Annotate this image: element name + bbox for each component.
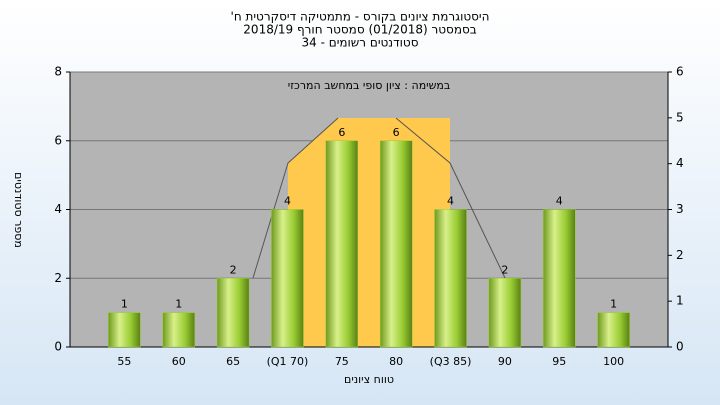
- bar: [162, 312, 195, 348]
- quartile-area: [288, 118, 450, 347]
- y2-tick-label: 6: [676, 65, 684, 79]
- y-axis-label: מספר סטודנטים: [12, 172, 25, 248]
- y2-tick-label: 3: [676, 202, 684, 216]
- bar: [216, 278, 250, 348]
- y2-tick-label: 0: [676, 340, 684, 354]
- value-label: 1: [175, 298, 182, 311]
- value-label: 6: [338, 126, 345, 139]
- value-label: 2: [501, 263, 508, 276]
- value-label: 2: [230, 263, 237, 276]
- y-tick-label: 2: [54, 271, 62, 285]
- x-tick-label: 95: [552, 355, 566, 368]
- value-label: 4: [284, 195, 291, 208]
- bar: [543, 209, 576, 348]
- x-tick-label: 65: [226, 355, 240, 368]
- x-tick-label: (Q3 85): [430, 355, 472, 368]
- x-tick-label: 55: [117, 355, 131, 368]
- y2-tick-label: 5: [676, 110, 684, 124]
- bar: [597, 312, 630, 348]
- y2-tick-label: 1: [676, 294, 684, 308]
- chart-title: היסטוגרמת ציונים בקורס - מתמטיקה דיסקרטי…: [231, 10, 490, 24]
- bar: [379, 140, 413, 348]
- bar: [434, 209, 467, 348]
- y-tick-label: 4: [54, 202, 62, 216]
- distribution-line: [395, 117, 506, 279]
- y-tick-label: 6: [54, 133, 62, 147]
- value-label: 1: [610, 298, 617, 311]
- value-label: 1: [121, 298, 128, 311]
- bar: [108, 312, 141, 348]
- annotation: במשימה : ציון סופי במחשב המרכזי: [288, 79, 451, 92]
- x-tick-label: 100: [603, 355, 624, 368]
- y2-tick-label: 4: [676, 156, 684, 170]
- x-axis-label: טווח ציונים: [344, 373, 394, 386]
- x-tick-label: 80: [389, 355, 403, 368]
- y-tick-label: 8: [54, 65, 62, 79]
- y-tick-label: 0: [54, 340, 62, 354]
- value-label: 4: [447, 195, 454, 208]
- x-tick-label: 75: [335, 355, 349, 368]
- x-tick-label: 60: [172, 355, 186, 368]
- x-tick-label: 90: [498, 355, 512, 368]
- value-label: 4: [556, 195, 563, 208]
- y2-tick-label: 2: [676, 248, 684, 262]
- chart-subtitle: סטודנטים רשומים - 34: [301, 36, 418, 50]
- distribution-line: [252, 117, 339, 279]
- chart-subtitle: בסמסטר (01/2018) סמסטר חורף 2018/19: [243, 23, 476, 37]
- bar: [271, 209, 304, 348]
- bar: [488, 278, 522, 348]
- x-tick-label: (Q1 70): [267, 355, 309, 368]
- bar: [325, 140, 359, 348]
- value-label: 6: [393, 126, 400, 139]
